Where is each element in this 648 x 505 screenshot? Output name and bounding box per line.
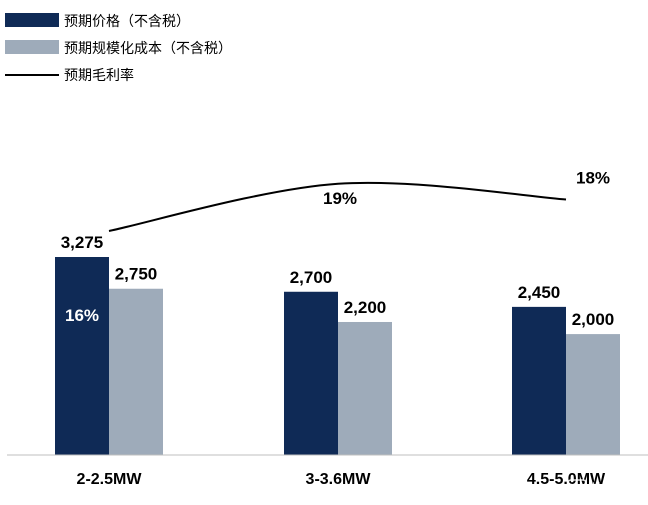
data-label-cost-1: 2,750	[115, 265, 158, 284]
legend-swatch-cost	[5, 40, 59, 54]
labels-layer: 3,275 2,750 2,700 2,200 2,450 2,000 16% 19% 18%	[61, 169, 615, 330]
bar-cost-3	[566, 334, 620, 455]
category-label-2: 3-3.6MW	[306, 471, 372, 488]
data-label-cost-3: 2,000	[572, 310, 615, 329]
watermark-text: 格隆汇	[590, 481, 635, 499]
margin-label-1: 16%	[65, 306, 99, 325]
bar-cost-1	[109, 288, 163, 455]
bar-price-2	[284, 291, 338, 455]
bars-layer	[55, 257, 620, 455]
legend: 预期价格（不含税） 预期规模化成本（不含税） 预期毛利率	[5, 13, 232, 84]
line-layer	[108, 181, 567, 232]
margin-label-2: 19%	[323, 189, 357, 208]
bar-price-1	[55, 257, 109, 455]
legend-label-price: 预期价格（不含税）	[64, 14, 190, 30]
category-label-1: 2-2.5MW	[77, 471, 143, 488]
data-label-cost-2: 2,200	[344, 298, 387, 317]
data-label-price-1: 3,275	[61, 233, 104, 252]
legend-swatch-price	[5, 13, 59, 27]
data-label-price-2: 2,700	[290, 268, 333, 287]
watermark: 格隆汇	[567, 479, 635, 499]
legend-label-margin: 预期毛利率	[64, 67, 134, 84]
margin-label-3: 18%	[576, 169, 610, 188]
margin-line	[108, 181, 567, 232]
bar-price-3	[512, 306, 566, 455]
bar-cost-2	[338, 321, 392, 455]
watermark-logo-icon	[567, 479, 587, 499]
category-axis: 2-2.5MW 3-3.6MW 4.5-5.0MW	[77, 471, 606, 488]
legend-label-cost: 预期规模化成本（不含税）	[64, 41, 232, 57]
data-label-price-3: 2,450	[518, 283, 561, 302]
